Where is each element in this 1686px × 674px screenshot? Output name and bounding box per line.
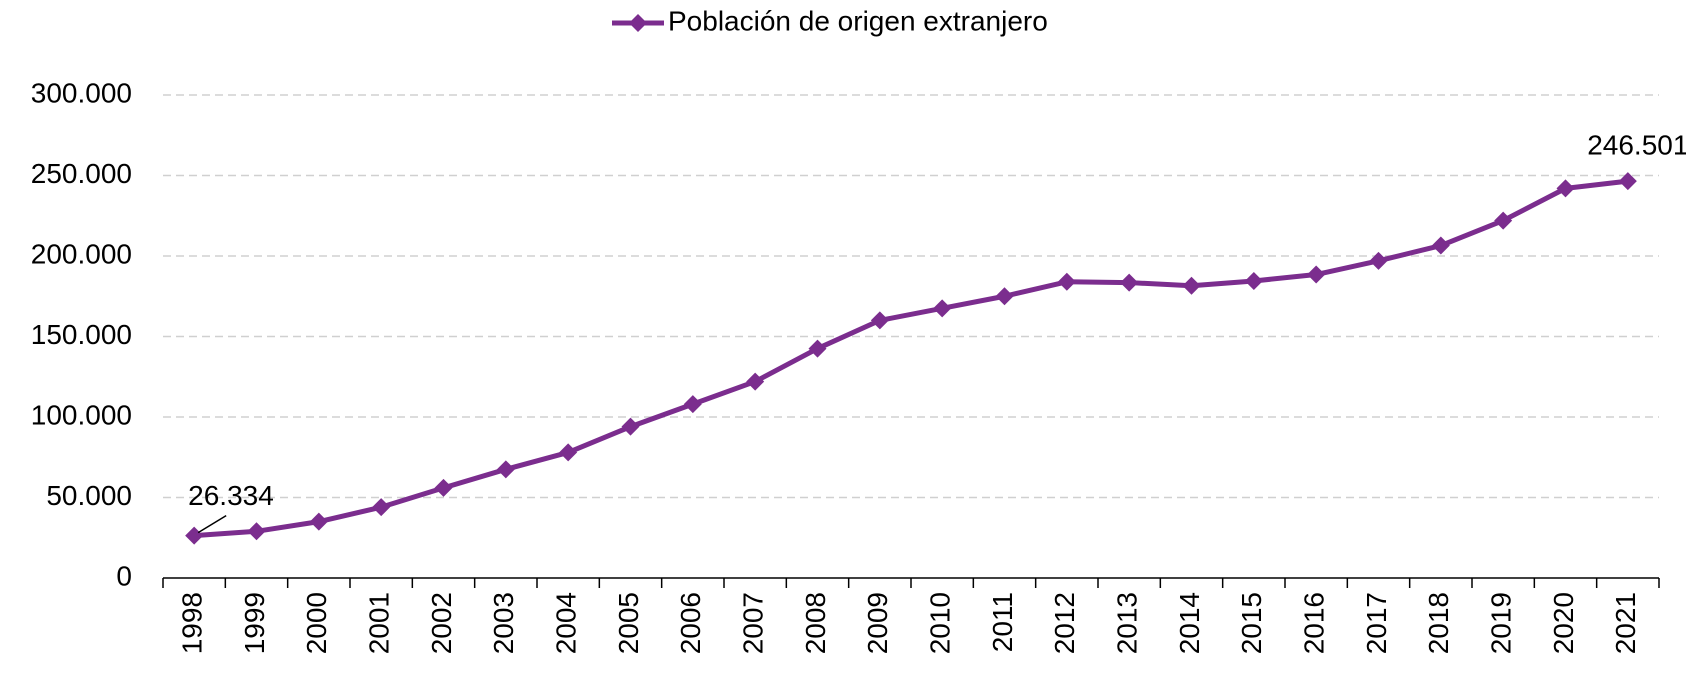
y-tick-label: 100.000 — [31, 399, 132, 430]
x-tick-label: 2009 — [862, 592, 893, 654]
y-tick-label: 250.000 — [31, 158, 132, 189]
y-tick-label: 150.000 — [31, 319, 132, 350]
x-tick-label: 2015 — [1236, 592, 1267, 654]
x-tick-label: 2019 — [1486, 592, 1517, 654]
x-tick-label: 2006 — [675, 592, 706, 654]
point-marker — [247, 522, 266, 541]
point-marker — [496, 460, 515, 479]
x-tick-label: 2003 — [488, 592, 519, 654]
x-tick-label: 2001 — [364, 592, 395, 654]
x-tick-label: 2000 — [301, 592, 332, 654]
y-tick-label: 50.000 — [46, 480, 132, 511]
point-marker — [559, 443, 578, 462]
series-line — [193, 178, 1629, 539]
x-tick-label: 2021 — [1610, 592, 1641, 654]
x-tick-label: 2020 — [1548, 592, 1579, 654]
x-tick-label: 2016 — [1299, 592, 1330, 654]
x-tick-label: 2004 — [551, 592, 582, 654]
data-label: 246.501 — [1587, 130, 1686, 161]
point-marker — [309, 512, 328, 531]
point-marker — [683, 395, 702, 414]
point-marker — [1182, 276, 1201, 295]
point-marker — [621, 417, 640, 436]
y-tick-label: 200.000 — [31, 238, 132, 269]
point-marker — [1244, 271, 1263, 290]
point-marker — [1556, 179, 1575, 198]
legend-label: Población de origen extranjero — [668, 5, 1048, 36]
x-tick-label: 2002 — [426, 592, 457, 654]
point-marker — [870, 311, 889, 330]
x-tick-label: 2010 — [925, 592, 956, 654]
x-tick-label: 2005 — [613, 592, 644, 654]
x-tick-label: 1999 — [239, 592, 270, 654]
point-marker — [372, 498, 391, 517]
x-tick-label: 2014 — [1174, 592, 1205, 654]
x-tick-label: 2017 — [1361, 592, 1392, 654]
point-marker — [933, 299, 952, 318]
point-marker — [1618, 172, 1637, 191]
x-tick-label: 2013 — [1112, 592, 1143, 654]
y-tick-label: 0 — [116, 560, 132, 591]
point-marker — [995, 287, 1014, 306]
x-tick-label: 2018 — [1423, 592, 1454, 654]
label-leader — [197, 514, 227, 534]
x-tick-label: 2008 — [800, 592, 831, 654]
y-tick-label: 300.000 — [31, 77, 132, 108]
point-marker — [1120, 273, 1139, 292]
point-marker — [185, 526, 204, 545]
x-tick-label: 2011 — [987, 592, 1018, 652]
point-marker — [1431, 236, 1450, 255]
legend-marker — [629, 14, 647, 32]
data-label: 26.334 — [188, 480, 274, 511]
point-marker — [1369, 251, 1388, 270]
x-tick-label: 2012 — [1049, 592, 1080, 654]
x-tick-label: 2007 — [738, 592, 769, 654]
point-marker — [1494, 211, 1513, 230]
point-marker — [1307, 265, 1326, 284]
point-marker — [746, 372, 765, 391]
x-tick-label: 1998 — [177, 592, 208, 654]
point-marker — [434, 478, 453, 497]
point-marker — [808, 339, 827, 358]
point-marker — [1057, 272, 1076, 291]
